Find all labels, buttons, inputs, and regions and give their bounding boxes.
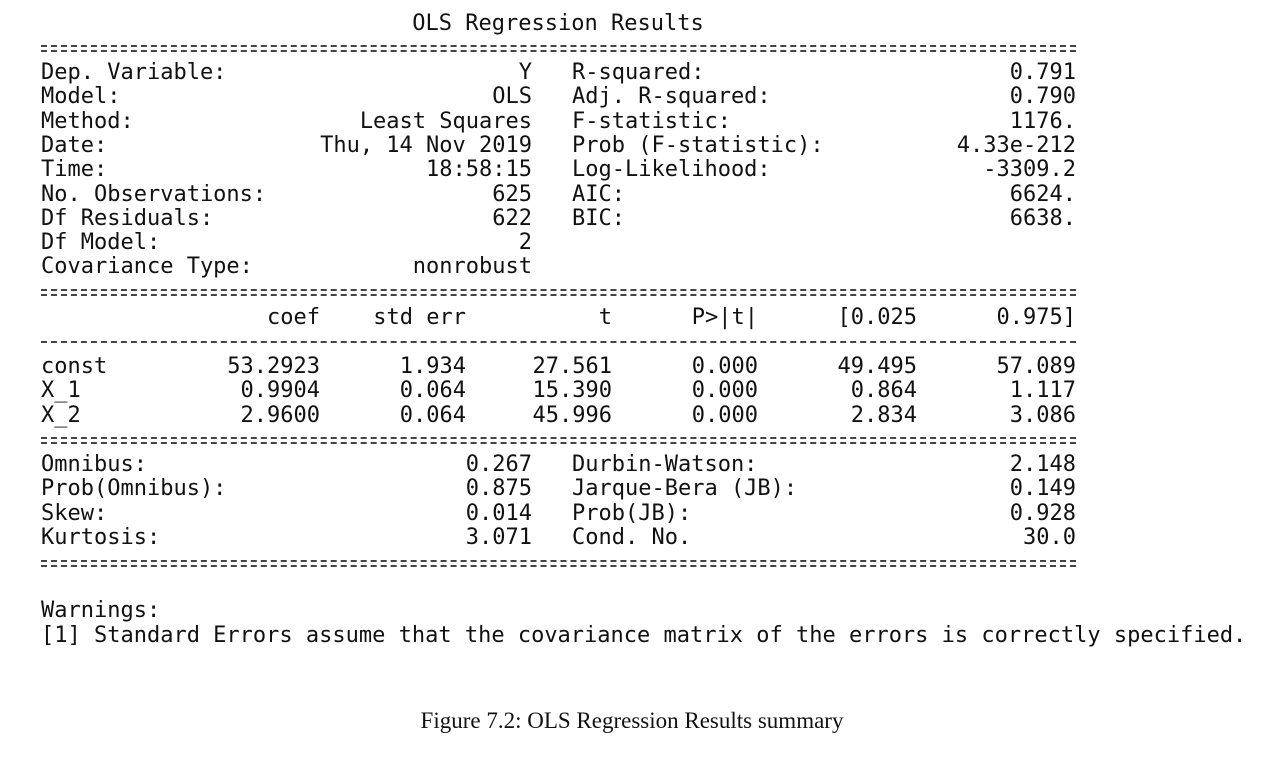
diag-label: Prob(Omnibus): (41, 476, 227, 502)
cell: 53.2923 (227, 354, 320, 379)
row-name: X_1 (41, 378, 81, 404)
info-value: 2 (518, 230, 532, 256)
info-label: Df Model: (41, 230, 161, 256)
diag-label: Jarque-Bera (JB): (572, 476, 798, 502)
cell: 1.117 (1009, 378, 1076, 404)
info-value: 6624. (1009, 181, 1076, 207)
column-header: std err (373, 305, 466, 330)
info-value: Least Squares (359, 108, 532, 134)
cell: 2.834 (850, 402, 917, 428)
separator (41, 289, 1076, 296)
diag-value: 0.149 (1009, 476, 1076, 502)
diag-value: 2.148 (1009, 452, 1076, 477)
cell: 0.064 (399, 378, 466, 404)
column-header: [0.025 (837, 305, 917, 330)
diag-value: 3.071 (465, 524, 532, 550)
diag-value: 30.0 (1023, 524, 1076, 550)
info-value: 1176. (1009, 108, 1076, 134)
info-value: 625 (492, 181, 532, 207)
info-label: AIC: (572, 181, 625, 207)
row-name: X_2 (41, 402, 81, 428)
info-label: Date: (41, 132, 108, 158)
info-label: Prob (F-statistic): (572, 132, 824, 158)
row-name: const (41, 354, 108, 379)
cell: 45.996 (532, 402, 612, 428)
column-header: 0.975] (996, 305, 1076, 330)
caption: Figure 7.2: OLS Regression Results summa… (420, 708, 844, 733)
info-value: 622 (492, 205, 532, 231)
cell: 27.561 (532, 354, 612, 379)
diag-label: Cond. No. (572, 524, 692, 550)
diag-label: Skew: (41, 500, 108, 526)
diag-label: Durbin-Watson: (572, 452, 758, 477)
cell: 0.000 (691, 402, 758, 428)
info-label: Df Residuals: (41, 205, 214, 231)
cell: 57.089 (996, 354, 1076, 379)
info-label: Dep. Variable: (41, 60, 227, 85)
info-label: Covariance Type: (41, 254, 253, 280)
cell: 3.086 (1009, 402, 1076, 428)
info-value: nonrobust (412, 254, 532, 280)
info-value: -3309.2 (983, 157, 1076, 183)
cell: 0.9904 (240, 378, 320, 404)
cell: 2.9600 (240, 402, 320, 428)
info-value: 0.791 (1009, 60, 1076, 85)
cell: 0.064 (399, 402, 466, 428)
info-label: R-squared: (572, 60, 705, 85)
info-label: No. Observations: (41, 181, 267, 207)
info-label: Time: (41, 157, 108, 183)
separator (41, 341, 1076, 343)
cell: 15.390 (532, 378, 612, 404)
cell: 0.864 (850, 378, 917, 404)
cell: 1.934 (399, 354, 466, 379)
warnings-heading: Warnings: (41, 598, 161, 623)
info-label: Log-Likelihood: (572, 157, 771, 183)
info-value: Y (518, 60, 532, 85)
info-label: Method: (41, 108, 134, 134)
info-value: 4.33e-212 (956, 132, 1076, 158)
column-header: coef (267, 305, 320, 330)
diag-label: Prob(JB): (572, 500, 692, 526)
warning: [1] Standard Errors assume that the cova… (41, 623, 1247, 648)
cell: 49.495 (837, 354, 917, 379)
info-label: F-statistic: (572, 108, 731, 134)
diag-label: Omnibus: (41, 452, 147, 477)
title: OLS Regression Results (412, 11, 704, 36)
info-value: 0.790 (1009, 84, 1076, 110)
separator (41, 437, 1076, 444)
diag-value: 0.875 (465, 476, 532, 502)
cell: 0.000 (691, 378, 758, 404)
info-label: BIC: (572, 205, 625, 231)
cell: 0.000 (691, 354, 758, 379)
diag-value: 0.928 (1009, 500, 1076, 526)
column-header: P>|t| (691, 305, 758, 330)
info-value: 6638. (1009, 205, 1076, 231)
diag-value: 0.014 (465, 500, 532, 526)
info-value: 18:58:15 (426, 157, 532, 183)
diag-value: 0.267 (465, 452, 532, 477)
separator (41, 560, 1076, 567)
info-value: Thu, 14 Nov 2019 (320, 132, 532, 158)
info-label: Adj. R-squared: (572, 84, 771, 110)
info-value: OLS (492, 84, 532, 110)
separator (41, 45, 1076, 52)
diag-label: Kurtosis: (41, 524, 161, 550)
info-label: Model: (41, 84, 121, 110)
column-header: t (598, 305, 612, 330)
